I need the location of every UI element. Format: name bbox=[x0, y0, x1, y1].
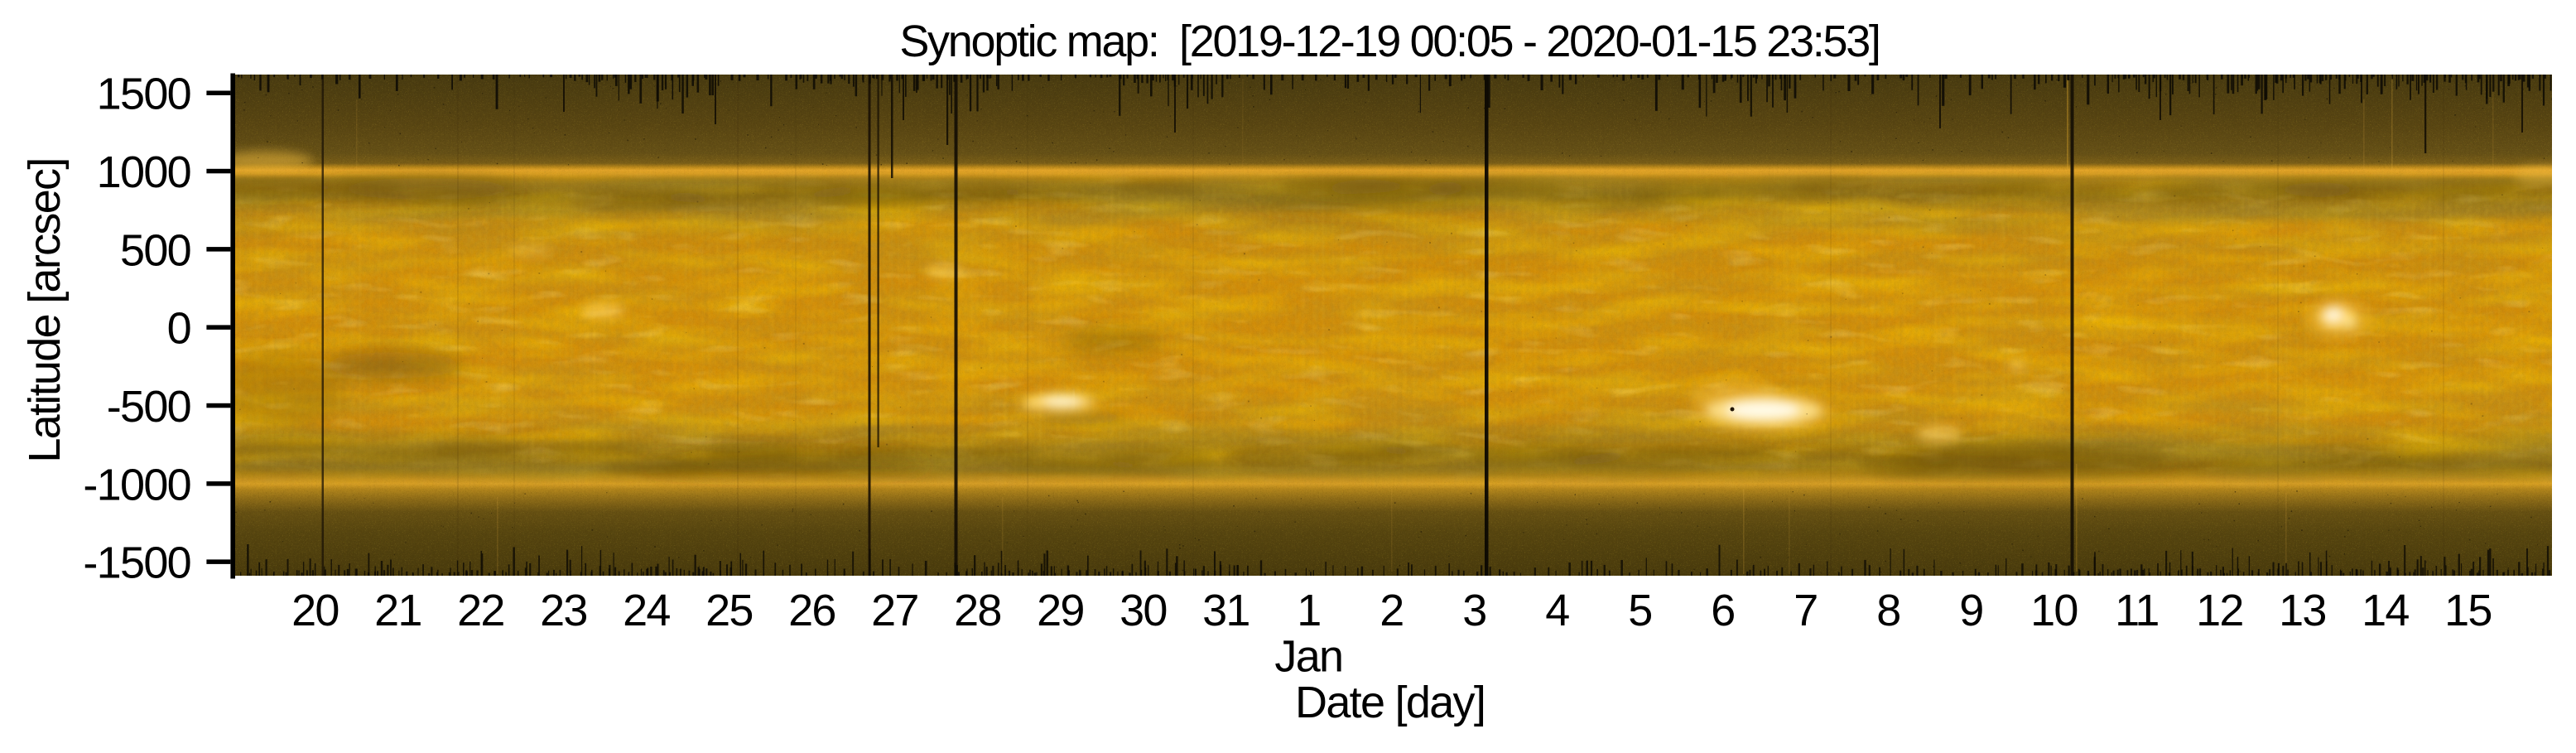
svg-text:Latitude [arcsec]: Latitude [arcsec] bbox=[20, 158, 70, 462]
svg-text:1: 1 bbox=[1297, 586, 1320, 635]
svg-text:26: 26 bbox=[788, 586, 835, 635]
svg-text:-500: -500 bbox=[107, 382, 190, 432]
svg-text:23: 23 bbox=[540, 586, 587, 635]
svg-text:Synoptic map: [2019-12-19 00:: Synoptic map: [2019-12-19 00:05 - 2020-0… bbox=[899, 17, 1879, 66]
svg-text:9: 9 bbox=[1959, 586, 1982, 635]
svg-text:4: 4 bbox=[1545, 586, 1569, 635]
svg-text:-1500: -1500 bbox=[83, 538, 190, 588]
svg-text:30: 30 bbox=[1119, 586, 1167, 635]
svg-text:10: 10 bbox=[2030, 586, 2078, 635]
svg-text:14: 14 bbox=[2362, 586, 2409, 635]
svg-text:1000: 1000 bbox=[97, 147, 190, 197]
svg-text:6: 6 bbox=[1711, 586, 1734, 635]
svg-text:1500: 1500 bbox=[97, 70, 190, 119]
svg-text:24: 24 bbox=[623, 586, 670, 635]
svg-text:5: 5 bbox=[1628, 586, 1651, 635]
svg-text:-1000: -1000 bbox=[83, 460, 190, 509]
svg-text:20: 20 bbox=[291, 586, 339, 635]
svg-text:500: 500 bbox=[120, 225, 190, 275]
svg-text:28: 28 bbox=[954, 586, 1001, 635]
svg-text:2: 2 bbox=[1379, 586, 1403, 635]
svg-text:13: 13 bbox=[2279, 586, 2326, 635]
svg-text:29: 29 bbox=[1037, 586, 1084, 635]
svg-text:27: 27 bbox=[871, 586, 918, 635]
svg-text:7: 7 bbox=[1794, 586, 1817, 635]
svg-text:22: 22 bbox=[457, 586, 504, 635]
svg-text:0: 0 bbox=[167, 304, 190, 354]
svg-text:8: 8 bbox=[1876, 586, 1899, 635]
svg-text:Jan: Jan bbox=[1274, 632, 1342, 682]
svg-text:15: 15 bbox=[2444, 586, 2492, 635]
svg-text:11: 11 bbox=[2115, 586, 2159, 635]
svg-text:31: 31 bbox=[1202, 586, 1249, 635]
svg-text:25: 25 bbox=[705, 586, 753, 635]
svg-text:21: 21 bbox=[374, 586, 421, 635]
svg-text:3: 3 bbox=[1462, 586, 1485, 635]
svg-text:12: 12 bbox=[2196, 586, 2243, 635]
svg-text:Date [day]: Date [day] bbox=[1295, 678, 1485, 727]
